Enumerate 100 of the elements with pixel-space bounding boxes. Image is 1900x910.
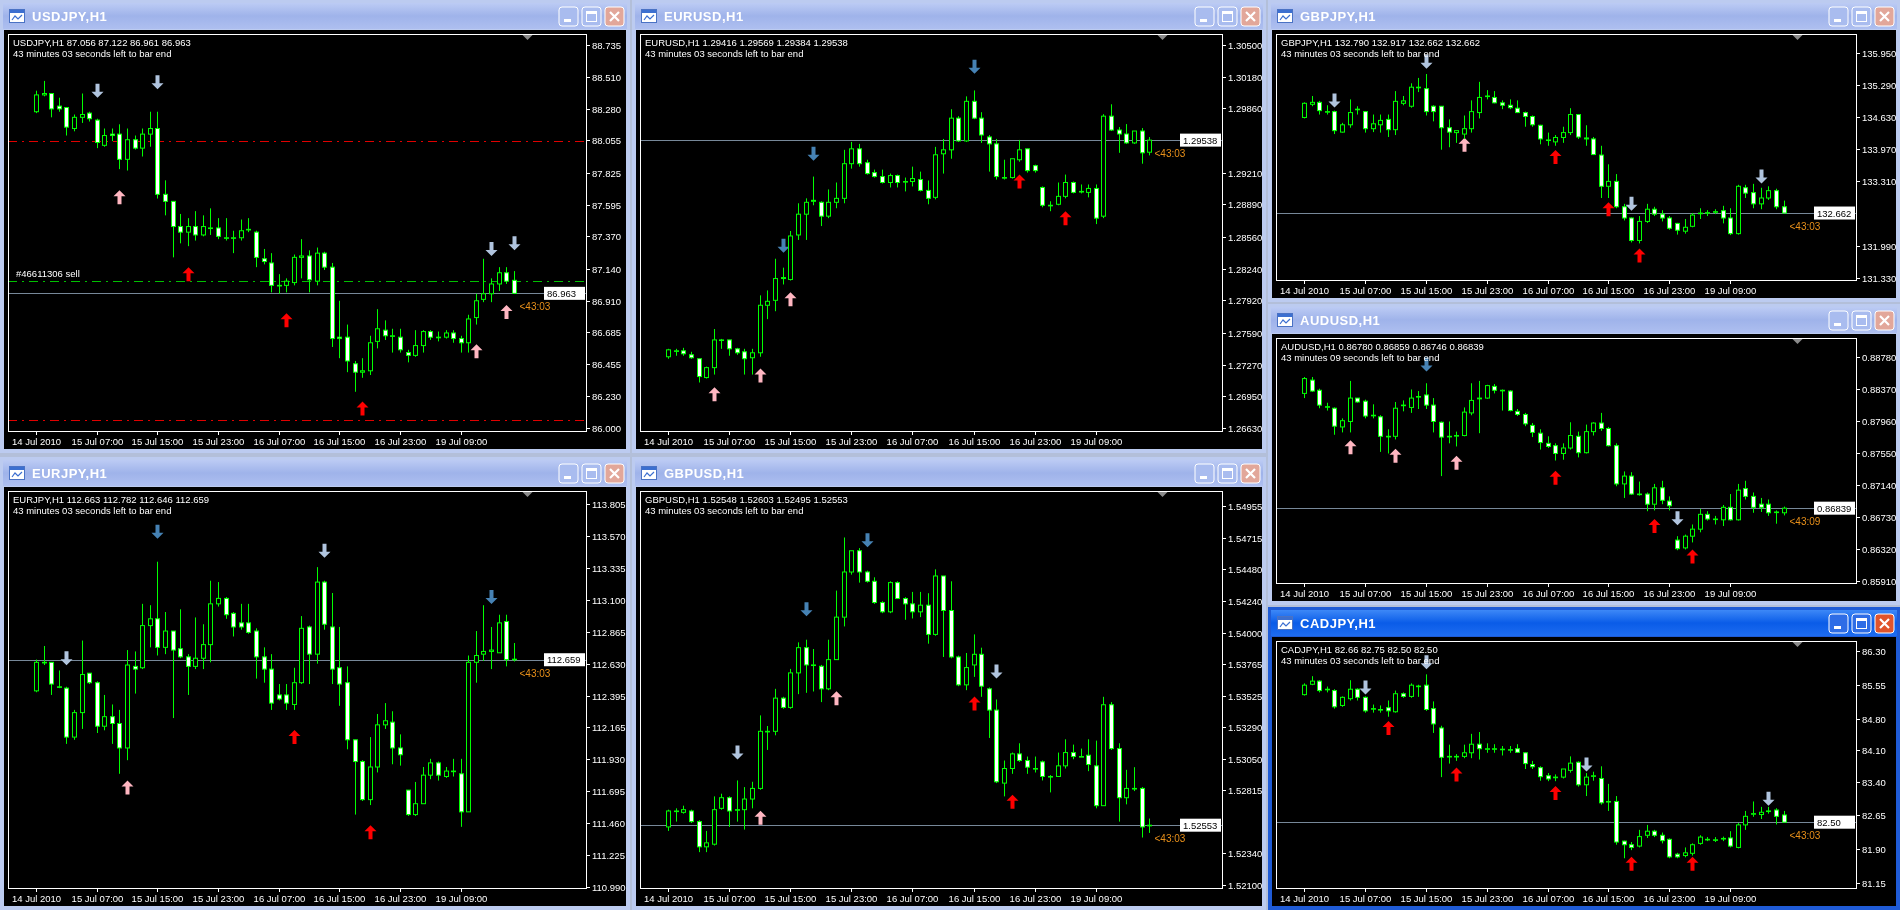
candlestick [1317, 388, 1322, 409]
x-tick-label: 19 Jul 09:00 [1704, 285, 1757, 296]
point [1549, 150, 1562, 164]
x-tick-label: 16 Jul 23:00 [1009, 436, 1062, 447]
point [1549, 470, 1562, 485]
y-tick-label: 1.53525 [1228, 691, 1263, 702]
y-tick-label: 1.54000 [1228, 628, 1263, 639]
candlestick [857, 547, 862, 584]
candlestick [773, 258, 778, 312]
candlestick [1063, 174, 1068, 199]
point [470, 344, 483, 359]
candlestick [1332, 406, 1337, 436]
candlestick [201, 623, 206, 670]
point [356, 401, 369, 416]
candlestick [360, 357, 365, 379]
candlestick [466, 314, 471, 354]
candlestick [804, 197, 809, 241]
ref-line-label: #46611306 sell [16, 268, 80, 280]
candlestick [972, 633, 977, 678]
point [1633, 248, 1646, 263]
candlestick [1500, 389, 1505, 412]
candlestick [910, 166, 915, 187]
candlestick [178, 608, 183, 659]
point [318, 543, 331, 558]
x-tick-label: 15 Jul 15:00 [131, 893, 184, 904]
candlestick [1332, 688, 1337, 710]
x-tick-label: 15 Jul 23:00 [825, 893, 878, 904]
candlestick [1025, 148, 1030, 174]
y-tick-label: 88.280 [592, 104, 622, 115]
candlestick [926, 180, 931, 205]
candlestick [972, 89, 977, 120]
candlestick [1132, 766, 1137, 792]
candlestick [1378, 414, 1383, 453]
candlestick [903, 596, 908, 621]
candlestick [742, 348, 747, 376]
candlestick [148, 111, 153, 148]
x-tick-label: 16 Jul 23:00 [374, 436, 427, 447]
point [777, 238, 790, 253]
candlestick [1743, 810, 1748, 831]
point [861, 533, 874, 548]
candlestick [224, 217, 229, 242]
chart-subtitle: CADJPY,H1 82.66 82.75 82.50 82.50 [1281, 644, 1438, 655]
candlestick [1568, 421, 1573, 451]
y-tick-label: 110.990 [592, 882, 626, 893]
candlestick [390, 328, 395, 354]
y-tick-label: 111.460 [592, 818, 625, 829]
candlestick [1147, 136, 1152, 156]
x-tick-label: 14 Jul 2010 [1279, 588, 1330, 599]
annotation: <43:03 [519, 301, 551, 313]
y-tick-label: 134.630 [1862, 112, 1897, 123]
candlestick [413, 781, 418, 817]
candlestick [193, 616, 198, 670]
chart-subtitle: GBPUSD,H1 1.52548 1.52603 1.52495 1.52553 [645, 494, 848, 505]
point [807, 146, 820, 161]
x-tick-label: 16 Jul 15:00 [313, 893, 366, 904]
point [1450, 455, 1463, 470]
y-tick-label: 112.865 [592, 627, 626, 638]
candlestick [1363, 399, 1368, 419]
x-tick-label: 15 Jul 07:00 [1339, 893, 1392, 904]
candlestick [186, 653, 191, 696]
y-tick-label: 1.52815 [1228, 785, 1263, 796]
candlestick [224, 596, 229, 620]
point [280, 313, 293, 328]
y-tick-label: 83.40 [1862, 777, 1886, 788]
y-tick-label: 86.230 [592, 391, 622, 402]
candlestick [834, 182, 839, 209]
ref-line-label: 132.662 [1817, 207, 1852, 219]
candlestick [1439, 420, 1444, 477]
candlestick [857, 143, 862, 168]
candlestick [1774, 509, 1779, 525]
y-tick-label: 131.990 [1862, 241, 1897, 252]
y-tick-label: 1.53050 [1228, 754, 1263, 765]
candlestick [133, 650, 138, 695]
y-tick-label: 0.87960 [1862, 416, 1897, 427]
candlestick [979, 111, 984, 144]
candlestick [345, 324, 350, 373]
x-tick-label: 15 Jul 07:00 [71, 893, 124, 904]
annotation: 43 minutes 03 seconds left to bar end [645, 48, 804, 59]
candlestick [765, 725, 770, 751]
candlestick [987, 134, 992, 173]
candlestick [1652, 483, 1657, 511]
y-tick-label: 113.100 [592, 595, 626, 606]
candlestick [49, 661, 54, 696]
candlestick [1576, 431, 1581, 458]
candlestick [284, 683, 289, 711]
y-tick-label: 1.29860 [1228, 103, 1263, 114]
candlestick [1759, 187, 1764, 210]
candlestick [1124, 769, 1129, 805]
candlestick [1040, 185, 1045, 208]
x-tick-label: 14 Jul 2010 [1279, 893, 1330, 904]
candlestick [489, 277, 494, 303]
point [485, 590, 498, 605]
candlestick [1606, 163, 1611, 199]
candlestick [918, 591, 923, 618]
candlestick [398, 733, 403, 767]
x-tick-label: 16 Jul 07:00 [1522, 285, 1575, 296]
candlestick [428, 758, 433, 780]
candlestick [1660, 480, 1665, 505]
point [364, 825, 377, 840]
point [121, 780, 134, 795]
